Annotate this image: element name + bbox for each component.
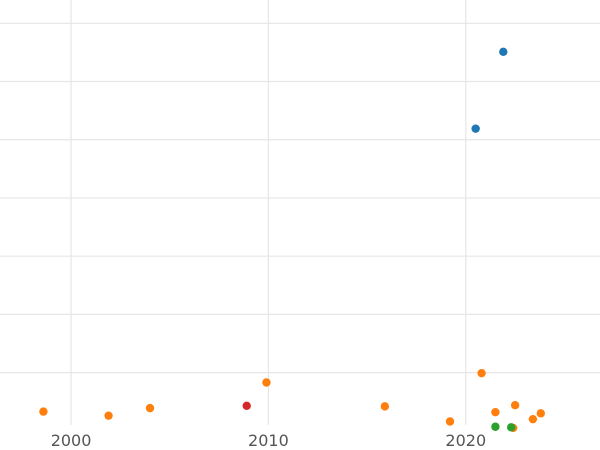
data-point [491, 407, 500, 417]
x-tick-labels: 2000 2010 2020 [51, 431, 486, 450]
data-point [104, 411, 113, 420]
gridlines [0, 0, 600, 425]
data-point [536, 409, 545, 418]
data-point [491, 422, 500, 431]
x-tick-label: 2020 [445, 431, 486, 450]
data-point [528, 414, 538, 424]
data-points [39, 47, 545, 433]
data-point [506, 423, 516, 432]
data-point [145, 403, 155, 413]
x-tick-label: 2010 [248, 431, 289, 450]
data-point [380, 402, 390, 411]
data-point [39, 407, 48, 416]
data-point [242, 401, 251, 410]
data-point [471, 124, 480, 133]
x-tick-label: 2000 [51, 431, 92, 450]
data-point [262, 378, 271, 387]
data-point [499, 47, 508, 57]
data-point [477, 368, 486, 378]
data-point [510, 401, 520, 410]
data-point [445, 417, 455, 426]
